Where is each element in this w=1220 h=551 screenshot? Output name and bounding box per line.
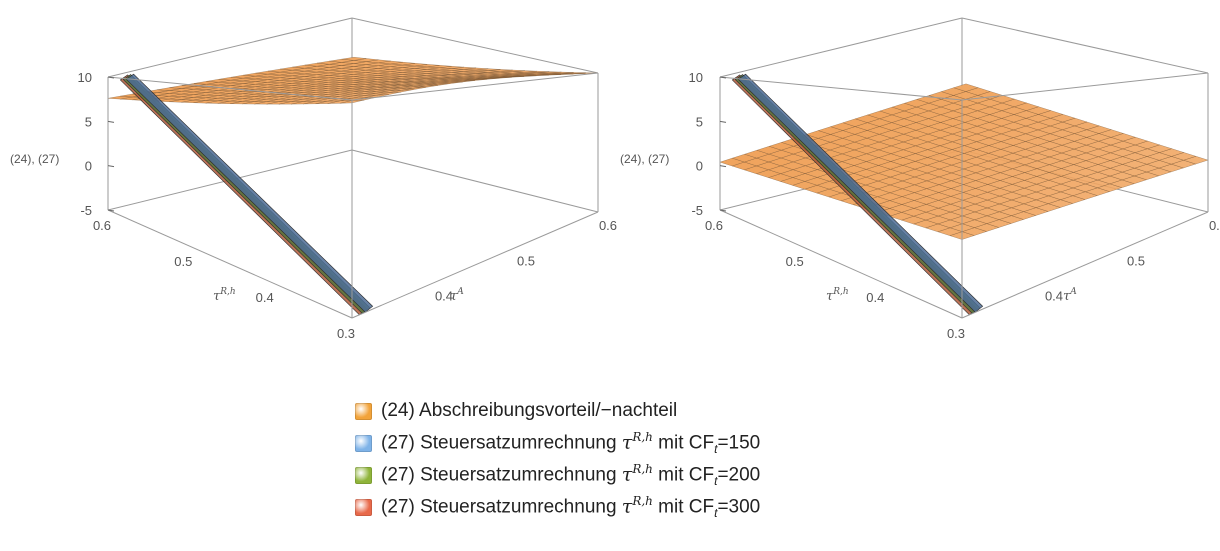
box-edge: [107, 209, 353, 319]
x-tick-label: 0.4: [866, 290, 884, 305]
surfaces-27: [731, 73, 984, 316]
legend-swatch-orange: [355, 402, 372, 420]
figure: 10 5 0 -5 (24), (27) 0.6 0.5 0.4 0.3 0.4 0.5 0.6 τR,…: [10, 17, 1220, 341]
legend-item-24: (24) Abschreibungsvorteil/−nachteil: [355, 395, 760, 427]
y-tick-label: 0.4: [1045, 289, 1063, 304]
x-tick-label: 0.6: [705, 218, 723, 233]
box-edge: [107, 17, 353, 78]
legend: (24) Abschreibungsvorteil/−nachteil (27)…: [355, 395, 760, 523]
y-tick-label: 0.6: [1209, 218, 1220, 233]
x-tick-label: 0.6: [93, 218, 111, 233]
surfaces-27: [119, 73, 374, 316]
legend-swatch-blue: [355, 434, 372, 452]
legend-item-27-cf150: (27) Steuersatzumrechnung τR,h mit CFt=1…: [355, 427, 760, 459]
z-tick-label: -5: [691, 203, 703, 218]
box-edge: [719, 17, 963, 78]
z-tick-label: 10: [689, 70, 703, 85]
legend-label: (27) Steuersatzumrechnung τR,h mit CFt=2…: [381, 461, 761, 489]
z-tick: [107, 120, 115, 123]
legend-label: (24) Abschreibungsvorteil/−nachteil: [381, 400, 678, 421]
surface-24: [107, 56, 599, 105]
box-edge: [719, 76, 963, 101]
box-edge: [961, 72, 1209, 101]
box-edge: [961, 17, 1209, 74]
surface-cell: [341, 56, 367, 61]
z-tick: [719, 209, 727, 212]
box-edge: [351, 17, 599, 74]
legend-item-27-cf200: (27) Steuersatzumrechnung τR,h mit CFt=2…: [355, 459, 760, 491]
x-axis-label: τR,h: [826, 287, 849, 304]
sheet-cf-150: [737, 73, 984, 313]
x-tick-label: 0.3: [337, 326, 355, 341]
z-tick: [107, 209, 115, 212]
x-tick-label: 0.5: [786, 254, 804, 269]
box-edge: [351, 211, 599, 319]
plot-panel-2: 10 5 0 -5 (24), (27) 0.6 0.5 0.4 0.3 0.4 0.5 0.6 τR,…: [620, 17, 1220, 341]
y-axis-label: τA: [1063, 287, 1077, 304]
sheet-cf-150: [125, 73, 374, 313]
legend-swatch-green: [355, 466, 372, 484]
surface-cell: [952, 83, 979, 92]
x-tick-label: 0.4: [256, 290, 274, 305]
legend-swatch-red: [355, 498, 372, 516]
y-tick-label: 0.6: [599, 218, 617, 233]
z-tick-label: 10: [78, 70, 92, 85]
y-tick-label: 0.5: [517, 253, 535, 268]
legend-label: (27) Steuersatzumrechnung τR,h mit CFt=3…: [381, 493, 761, 521]
z-tick: [107, 76, 115, 79]
z-tick: [719, 120, 727, 123]
z-axis-label: (24), (27): [10, 152, 59, 166]
surface-24: [719, 83, 1209, 240]
z-tick-label: 0: [85, 159, 92, 174]
box-edge: [961, 211, 1209, 319]
plot-panel-1: 10 5 0 -5 (24), (27) 0.6 0.5 0.4 0.3 0.4 0.5 0.6 τR,…: [10, 17, 617, 341]
z-tick: [719, 76, 727, 79]
x-tick-label: 0.5: [174, 254, 192, 269]
z-tick: [107, 165, 115, 168]
box-edge: [351, 72, 599, 101]
box-edge: [351, 149, 599, 213]
z-tick: [719, 165, 727, 168]
legend-item-27-cf300: (27) Steuersatzumrechnung τR,h mit CFt=3…: [355, 491, 760, 523]
legend-label: (27) Steuersatzumrechnung τR,h mit CFt=1…: [381, 429, 761, 457]
z-tick-label: -5: [80, 203, 92, 218]
y-tick-label: 0.4: [435, 289, 453, 304]
z-tick-label: 0: [696, 159, 703, 174]
box-edge: [719, 209, 963, 319]
y-tick-label: 0.5: [1127, 253, 1145, 268]
z-tick-label: 5: [696, 114, 703, 129]
x-axis-label: τR,h: [213, 287, 236, 304]
z-tick-label: 5: [85, 114, 92, 129]
y-axis-label: τA: [450, 287, 464, 304]
z-axis-label: (24), (27): [620, 152, 669, 166]
box-edge: [107, 76, 353, 101]
x-tick-label: 0.3: [947, 326, 965, 341]
